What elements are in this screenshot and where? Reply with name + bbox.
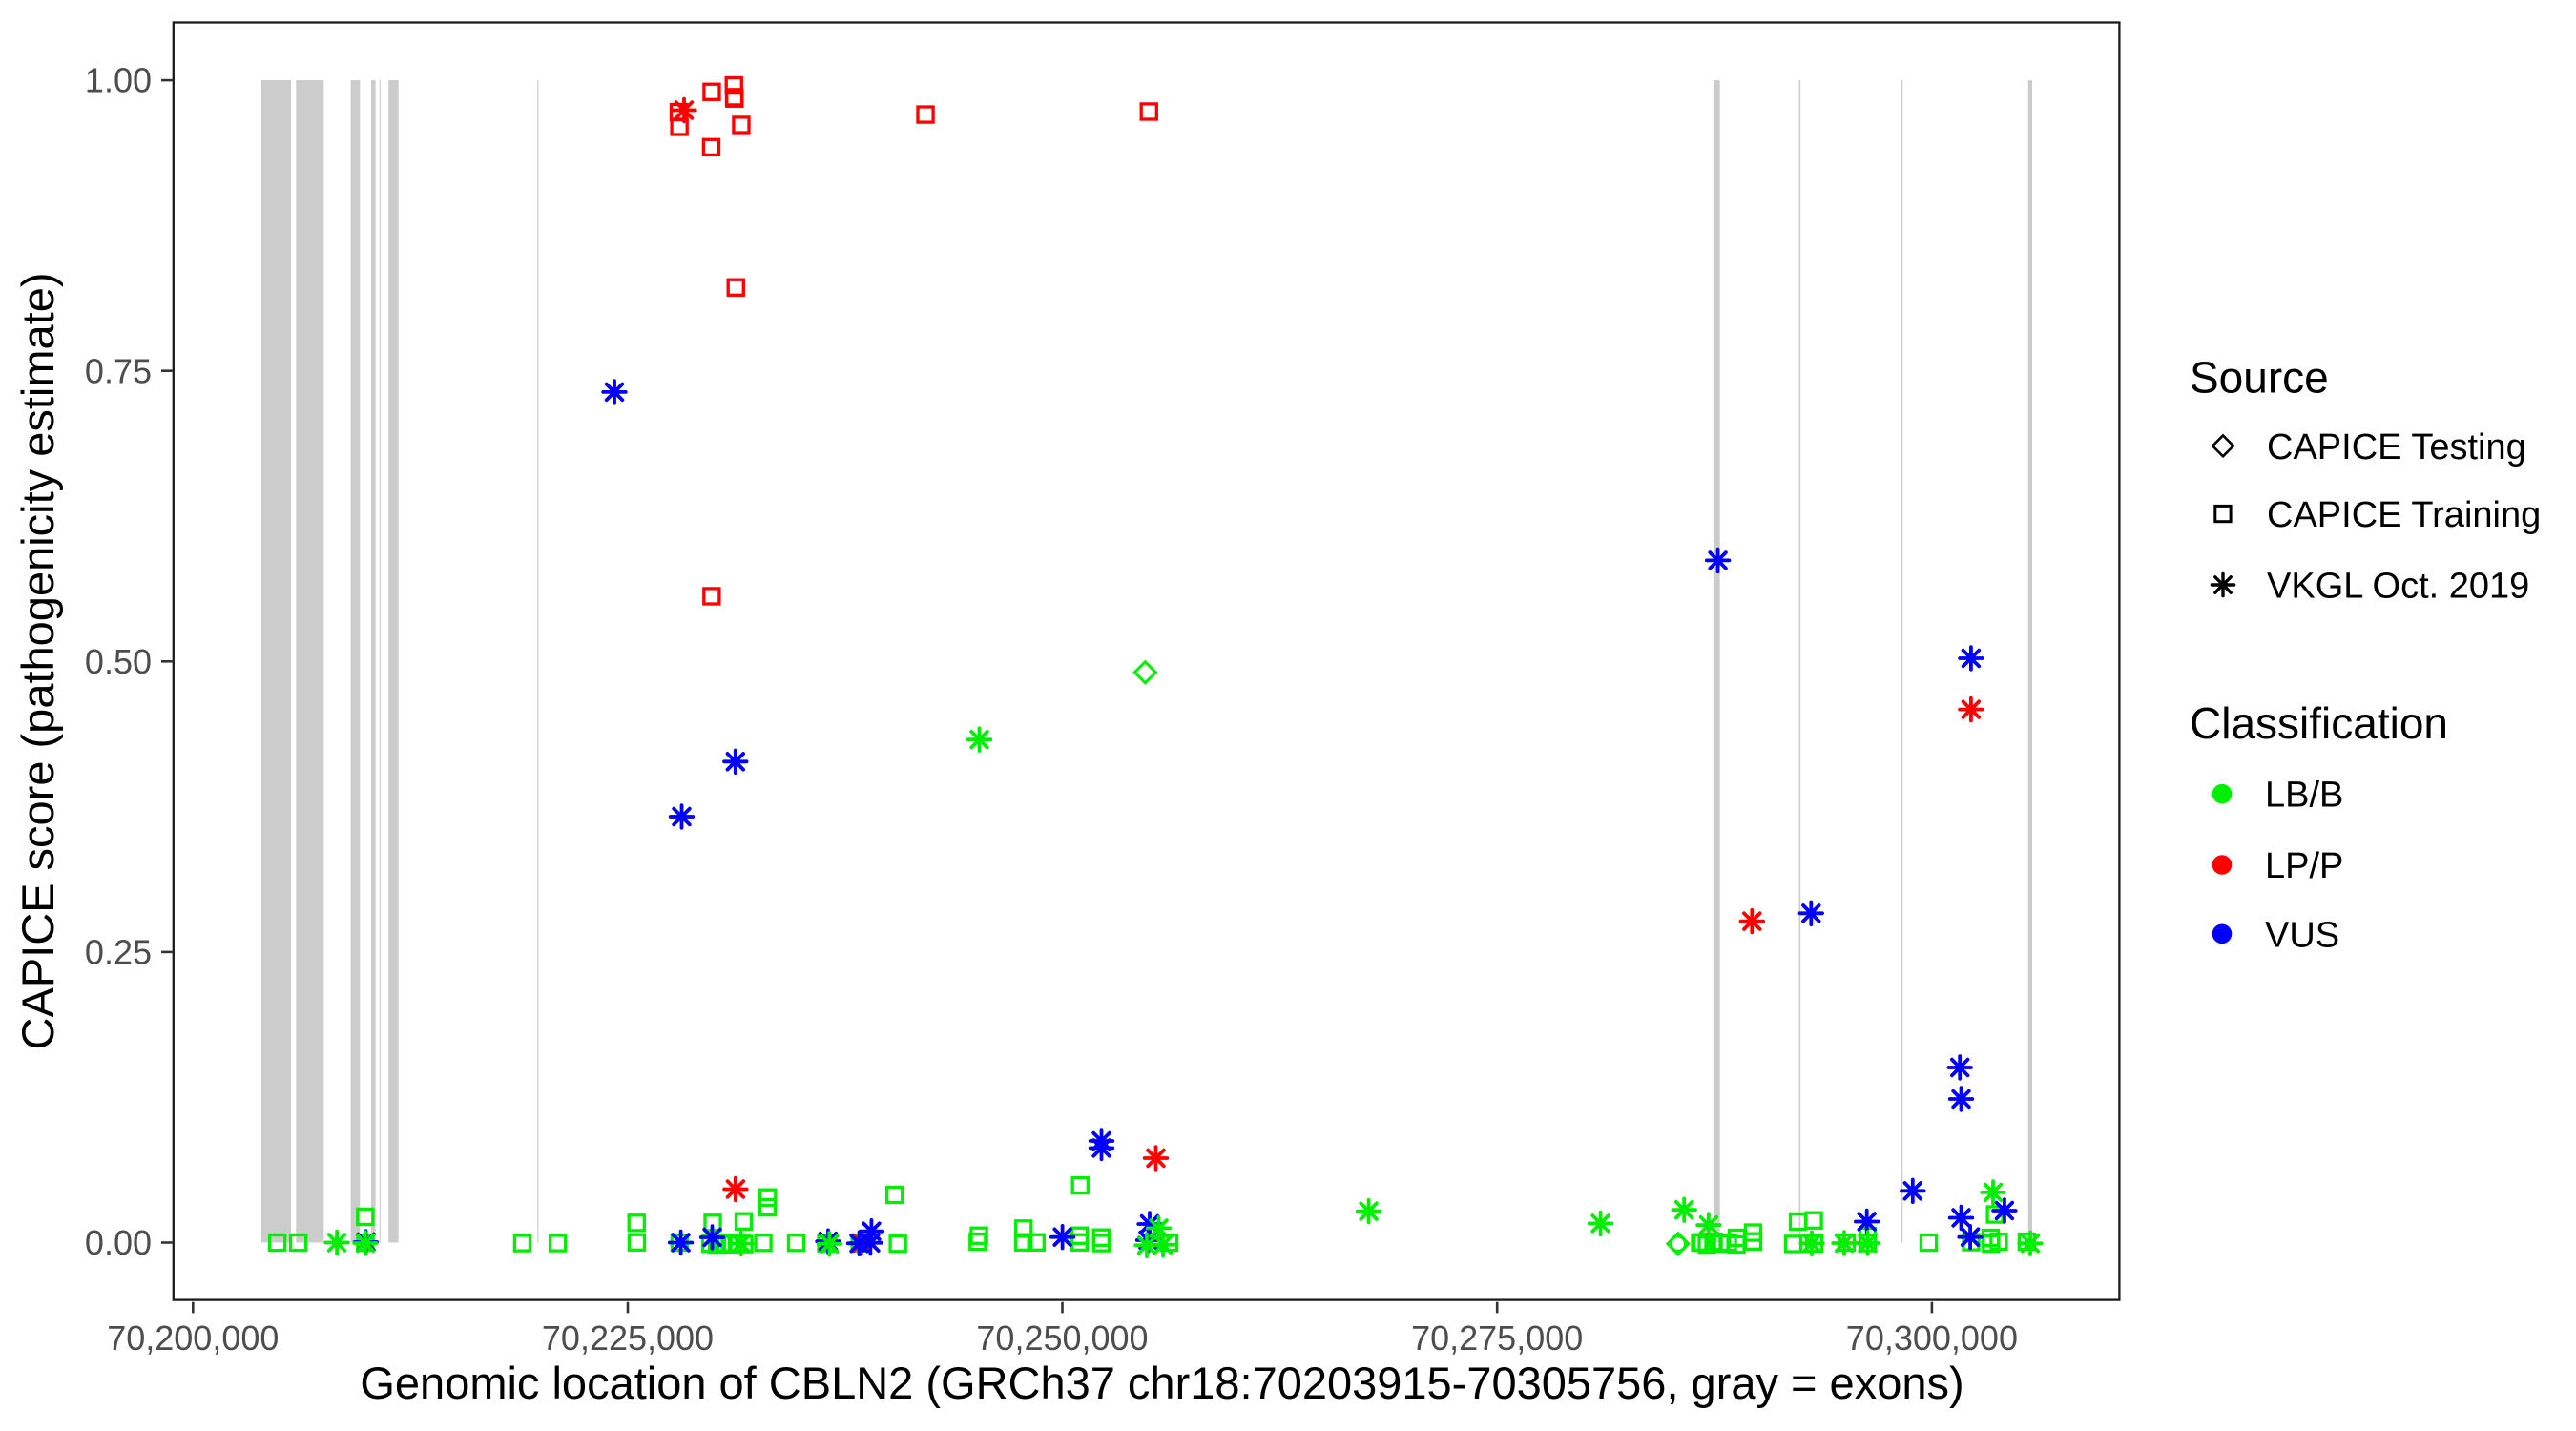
svg-text:LP/P: LP/P — [2265, 846, 2343, 886]
svg-text:0.00: 0.00 — [85, 1223, 152, 1262]
svg-text:0.50: 0.50 — [85, 642, 152, 681]
svg-text:1.00: 1.00 — [85, 61, 152, 100]
svg-text:LB/B: LB/B — [2265, 776, 2343, 816]
svg-text:70,200,000: 70,200,000 — [107, 1318, 279, 1358]
svg-text:VUS: VUS — [2265, 915, 2339, 955]
svg-text:0.75: 0.75 — [85, 351, 152, 390]
svg-text:CAPICE score (pathogenicity es: CAPICE score (pathogenicity estimate) — [12, 273, 63, 1050]
svg-text:70,275,000: 70,275,000 — [1411, 1318, 1583, 1358]
svg-text:Genomic location of CBLN2 (GRC: Genomic location of CBLN2 (GRCh37 chr18:… — [360, 1358, 1963, 1408]
svg-text:70,225,000: 70,225,000 — [542, 1318, 714, 1358]
svg-text:0.25: 0.25 — [85, 933, 152, 972]
svg-text:CAPICE Training: CAPICE Training — [2267, 495, 2541, 535]
svg-text:VKGL Oct. 2019: VKGL Oct. 2019 — [2267, 567, 2529, 607]
svg-text:70,300,000: 70,300,000 — [1846, 1318, 2018, 1358]
svg-text:Source: Source — [2190, 353, 2329, 403]
svg-text:70,250,000: 70,250,000 — [976, 1318, 1148, 1358]
svg-text:Classification: Classification — [2190, 698, 2448, 748]
svg-text:CAPICE Testing: CAPICE Testing — [2267, 427, 2526, 467]
